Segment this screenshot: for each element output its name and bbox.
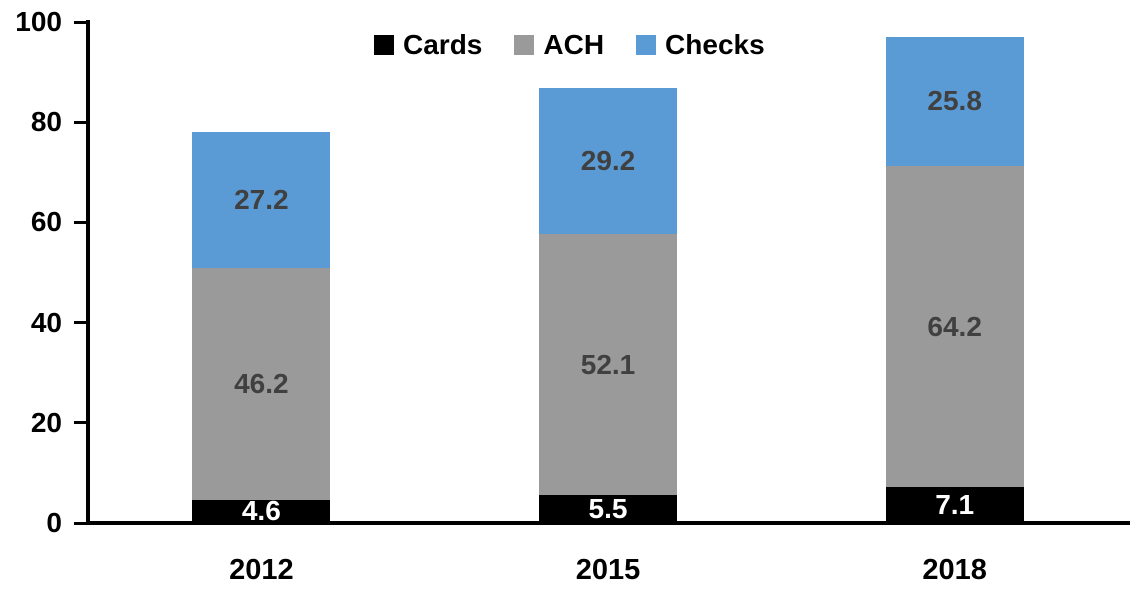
legend-swatch-icon	[636, 35, 657, 55]
chart-legend: Cards ACH Checks	[374, 31, 765, 59]
y-axis-tick-label: 0	[46, 507, 62, 538]
y-axis-tick-label: 100	[15, 6, 62, 37]
data-label: 46.2	[234, 368, 289, 400]
bar-segment-ach-2012: 46.2	[192, 268, 331, 500]
data-label: 29.2	[580, 145, 636, 177]
bar-segment-checks-2015: 29.2	[539, 88, 677, 235]
y-axis-tick	[74, 521, 88, 525]
bar-segment-cards-2015: 5.5	[539, 495, 677, 523]
legend-label: ACH	[543, 29, 605, 60]
data-label: 5.5	[588, 493, 628, 525]
x-axis-category-label: 2015	[575, 554, 641, 586]
bar-segment-checks-2012: 27.2	[192, 132, 331, 269]
bar-segment-cards-2012: 4.6	[192, 495, 331, 527]
y-axis-tick-label: 60	[30, 206, 62, 238]
data-label: 25.8	[927, 85, 982, 117]
legend-label: Cards	[403, 29, 483, 60]
y-axis-tick	[74, 20, 88, 24]
legend-swatch-icon	[514, 35, 535, 55]
data-label: 52.1	[580, 348, 636, 380]
y-axis-line	[86, 20, 90, 525]
bar-segment-cards-2018: 7.1	[885, 487, 1024, 523]
x-axis-category-label: 2018	[922, 554, 987, 586]
y-axis-tick	[74, 220, 88, 224]
y-axis-tick	[74, 321, 88, 325]
y-axis-tick-label: 20	[30, 406, 62, 438]
legend-swatch-icon	[374, 35, 394, 55]
x-axis-line	[86, 521, 1130, 525]
legend-item-cards: Cards	[374, 31, 482, 59]
y-axis-tick-label: 40	[30, 306, 62, 338]
legend-item-checks: Checks	[636, 31, 765, 59]
data-label: 4.6	[241, 495, 281, 527]
data-label: 64.2	[927, 310, 982, 342]
y-axis-tick	[74, 120, 88, 124]
y-axis-tick-label: 80	[30, 106, 62, 138]
legend-label: Checks	[665, 29, 765, 60]
legend-item-ach: ACH	[514, 31, 604, 59]
y-axis-tick	[74, 421, 88, 425]
data-label: 7.1	[935, 489, 975, 521]
bar-segment-ach-2018: 64.2	[885, 165, 1024, 488]
x-axis-category-label: 2012	[229, 554, 294, 586]
data-label: 27.2	[234, 184, 289, 216]
bar-segment-ach-2015: 52.1	[539, 234, 677, 496]
bar-segment-checks-2018: 25.8	[885, 36, 1024, 166]
